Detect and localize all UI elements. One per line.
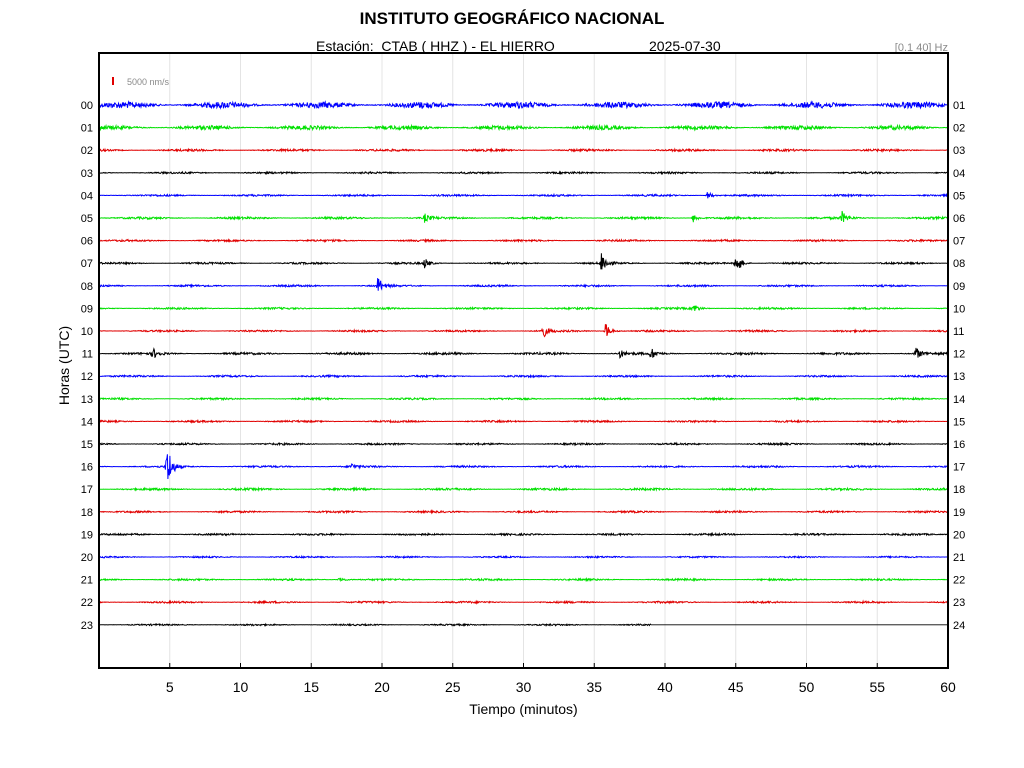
hour-label-left: 08 (81, 281, 93, 293)
x-tick-label: 40 (657, 679, 673, 695)
hour-label-right: 20 (953, 529, 965, 541)
trace-hour-23 (98, 622, 652, 627)
hour-label-left: 22 (81, 597, 93, 609)
date-label: 2025-07-30 (649, 38, 721, 54)
hour-label-right: 01 (953, 100, 965, 112)
x-tick-label: 10 (233, 679, 249, 695)
hour-label-left: 01 (81, 123, 93, 135)
x-tick-label: 50 (799, 679, 815, 695)
hour-label-right: 11 (953, 326, 964, 338)
hour-label-right: 23 (953, 597, 965, 609)
trace-hour-08 (98, 278, 949, 291)
hour-label-right: 13 (953, 371, 965, 383)
hour-label-right: 06 (953, 213, 965, 225)
hour-label-right: 16 (953, 439, 965, 451)
hour-label-left: 17 (81, 484, 93, 496)
x-tick-label: 55 (869, 679, 885, 695)
x-tick-label: 60 (940, 679, 956, 695)
y-axis-label: Horas (UTC) (56, 326, 72, 405)
hour-label-right: 12 (953, 349, 965, 361)
trace-hour-03 (98, 170, 949, 176)
hour-label-left: 23 (81, 620, 93, 632)
hour-label-left: 11 (82, 349, 93, 361)
hour-label-right: 21 (953, 552, 965, 564)
hour-label-right: 18 (953, 484, 965, 496)
trace-hour-13 (99, 396, 948, 402)
trace-hour-06 (98, 237, 949, 244)
hour-label-right: 08 (953, 258, 965, 270)
scale-label: 5000 nm/s (127, 77, 170, 87)
hour-label-right: 14 (953, 394, 965, 406)
hour-label-right: 03 (953, 145, 965, 157)
hour-label-right: 02 (953, 123, 965, 135)
x-tick-label: 35 (586, 679, 602, 695)
filter-band-label: [0.1 40] Hz (894, 42, 948, 54)
trace-hour-20 (98, 554, 949, 560)
trace-hour-17 (99, 486, 949, 493)
trace-hour-21 (98, 576, 949, 583)
hour-label-left: 02 (81, 145, 93, 157)
trace-hour-16 (98, 454, 949, 480)
hour-label-left: 20 (81, 552, 93, 564)
hour-label-right: 05 (953, 190, 965, 202)
hour-label-left: 21 (81, 575, 93, 587)
hour-label-left: 03 (81, 168, 93, 180)
trace-hour-02 (99, 147, 949, 153)
trace-hour-09 (98, 305, 948, 312)
trace-hour-12 (98, 373, 949, 379)
trace-hour-11 (99, 347, 949, 359)
hour-label-right: 19 (953, 507, 965, 519)
hour-label-left: 16 (81, 462, 93, 474)
hour-label-right: 15 (953, 416, 965, 428)
x-axis-label: Tiempo (minutos) (469, 701, 577, 717)
station-label: Estación: CTAB ( HHZ ) - EL HIERRO (316, 38, 555, 54)
hour-label-right: 07 (953, 236, 965, 248)
hour-label-left: 00 (81, 100, 93, 112)
trace-hour-18 (98, 509, 949, 515)
hour-label-right: 22 (953, 575, 965, 587)
hour-label-left: 14 (81, 416, 93, 428)
trace-hour-14 (98, 418, 949, 424)
hour-label-right: 17 (953, 462, 965, 474)
x-tick-label: 5 (166, 679, 174, 695)
x-tick-label: 25 (445, 679, 461, 695)
trace-hour-19 (98, 531, 949, 537)
hour-label-left: 04 (81, 190, 93, 202)
trace-hour-05 (98, 210, 949, 223)
hour-label-left: 13 (81, 394, 93, 406)
hour-label-left: 07 (81, 258, 93, 270)
trace-hour-00 (98, 100, 949, 110)
hour-label-right: 09 (953, 281, 965, 293)
trace-hour-15 (98, 441, 949, 447)
trace-hour-01 (98, 123, 949, 132)
trace-hour-07 (98, 253, 949, 270)
hour-label-right: 04 (953, 168, 965, 180)
hour-label-left: 10 (81, 326, 93, 338)
x-tick-label: 45 (728, 679, 744, 695)
hour-label-left: 06 (81, 236, 93, 248)
figure-title: INSTITUTO GEOGRÁFICO NACIONAL (359, 9, 665, 28)
hour-label-left: 09 (81, 303, 93, 315)
hour-label-left: 15 (81, 439, 93, 451)
hour-label-left: 05 (81, 213, 93, 225)
trace-hour-10 (98, 324, 949, 338)
x-tick-label: 20 (374, 679, 390, 695)
x-tick-label: 15 (303, 679, 319, 695)
trace-hour-04 (98, 191, 949, 199)
hour-label-left: 18 (81, 507, 93, 519)
hour-label-left: 19 (81, 529, 93, 541)
trace-hour-22 (98, 599, 949, 605)
hour-label-right: 10 (953, 303, 965, 315)
hour-label-left: 12 (81, 371, 93, 383)
x-tick-label: 30 (516, 679, 532, 695)
hour-label-right: 24 (953, 620, 965, 632)
